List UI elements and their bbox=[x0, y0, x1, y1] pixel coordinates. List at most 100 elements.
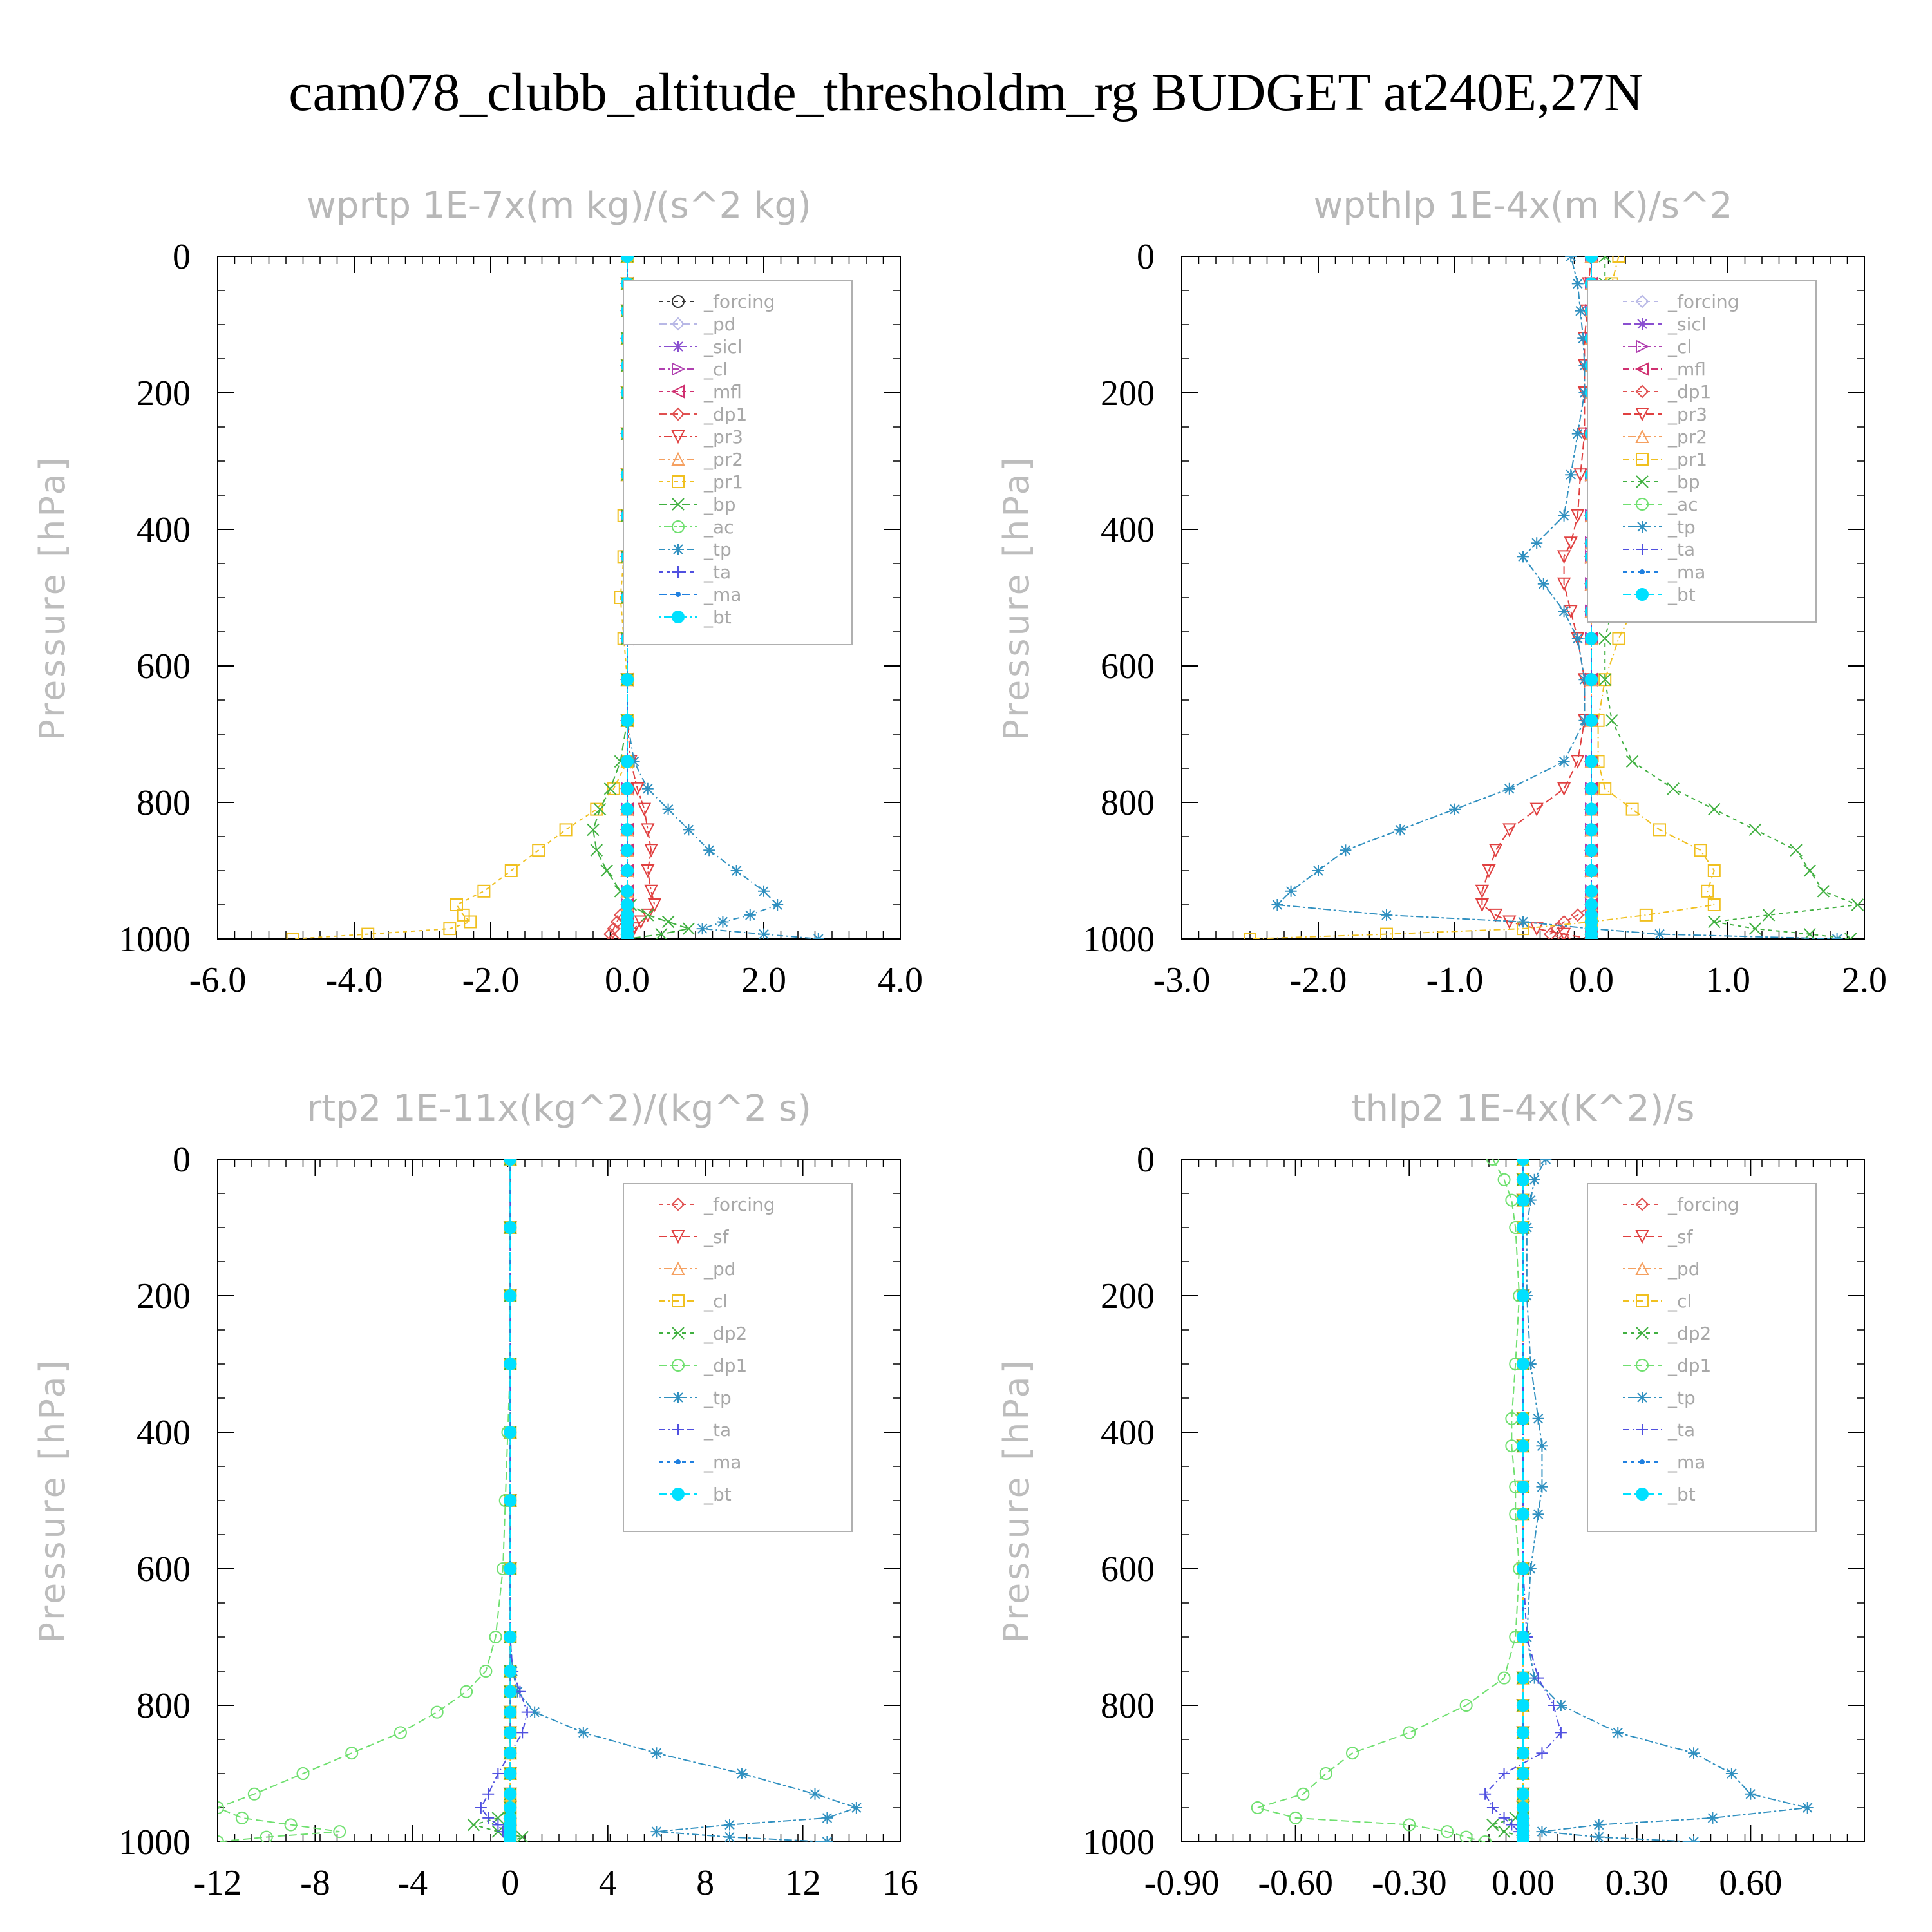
series-point-pr3 bbox=[644, 844, 658, 858]
legend-marker bbox=[1636, 453, 1649, 466]
series-point-dp1 bbox=[607, 922, 621, 936]
series-point-dp1 bbox=[1459, 1830, 1473, 1842]
series-point-ta bbox=[475, 1802, 487, 1814]
series-point-bt bbox=[1585, 755, 1598, 768]
legend: _forcing_pd_sicl_cl_mfl_dp1_pr3_pr2_pr1_… bbox=[623, 280, 853, 645]
x-tick-label: -2.0 bbox=[1290, 960, 1347, 1000]
legend-label: _mfl bbox=[703, 381, 742, 402]
series-point-bt bbox=[621, 864, 634, 877]
legend-marker bbox=[1636, 339, 1650, 354]
legend-label: _pr2 bbox=[703, 449, 743, 470]
series-point-bt bbox=[1585, 782, 1598, 795]
series-point-bt bbox=[1585, 673, 1598, 687]
y-tick-label: 1000 bbox=[1083, 1823, 1155, 1862]
legend-marker bbox=[1635, 1230, 1649, 1244]
series-point-bp bbox=[593, 802, 607, 816]
series-point-tp bbox=[1725, 1768, 1738, 1779]
legend-marker bbox=[1636, 1294, 1649, 1307]
series-point-bt bbox=[504, 1159, 517, 1166]
series-point-bp bbox=[603, 782, 617, 795]
panel-title: wprtp 1E-7x(m kg)/(s^2 kg) bbox=[307, 185, 811, 227]
legend-label: _bt bbox=[703, 607, 732, 628]
series-point-bt bbox=[504, 1631, 517, 1643]
series-point-bt bbox=[1517, 1159, 1530, 1166]
series-point-pr1 bbox=[1612, 256, 1625, 263]
y-tick-label: 0 bbox=[173, 1140, 191, 1180]
series-point-bt bbox=[504, 1665, 517, 1678]
series-point-tp bbox=[1532, 1412, 1544, 1425]
series-point-tp bbox=[1578, 714, 1591, 726]
series-point-dp1 bbox=[1557, 915, 1571, 929]
legend-marker bbox=[1640, 569, 1645, 574]
legend-label: _bp bbox=[1667, 471, 1700, 493]
y-tick-label: 600 bbox=[137, 647, 191, 687]
x-tick-label: -2.0 bbox=[462, 960, 520, 1000]
series-point-tp bbox=[1565, 469, 1577, 481]
legend-label: _cl bbox=[703, 359, 728, 380]
series-point-bt bbox=[1585, 884, 1598, 898]
series-point-dp1 bbox=[607, 932, 621, 939]
legend-label: _ma bbox=[1667, 562, 1705, 583]
series-point-tp bbox=[650, 1747, 663, 1759]
series-point-tp bbox=[821, 1836, 833, 1842]
legend-label: _sf bbox=[703, 1226, 730, 1247]
series-point-bp bbox=[1844, 933, 1857, 939]
legend-label: _pr3 bbox=[1667, 404, 1707, 425]
x-tick-label: 1.0 bbox=[1705, 960, 1750, 1000]
series-point-dp1 bbox=[479, 1665, 493, 1678]
series-point-dp1 bbox=[1319, 1767, 1332, 1780]
x-tick-label: -8 bbox=[300, 1863, 330, 1903]
series-point-tp bbox=[1285, 885, 1297, 897]
series-layer bbox=[218, 1159, 862, 1842]
y-axis-label: Pressure [hPa] bbox=[32, 455, 73, 740]
legend-marker bbox=[1636, 521, 1648, 533]
legend-box bbox=[623, 280, 853, 645]
series-point-pr1 bbox=[559, 823, 573, 837]
legend-label: _ta bbox=[703, 562, 731, 583]
x-tick-label: -3.0 bbox=[1153, 960, 1211, 1000]
legend-label: _bt bbox=[1667, 1484, 1696, 1505]
series-point-tp bbox=[1571, 428, 1584, 440]
series-point-tp bbox=[1312, 865, 1324, 876]
series-point-bt bbox=[1517, 1358, 1530, 1370]
series-point-pr3 bbox=[1530, 922, 1544, 936]
legend-label: _tp bbox=[1667, 1387, 1696, 1408]
legend-marker bbox=[1635, 1261, 1649, 1275]
legend-marker bbox=[1635, 408, 1649, 422]
series-point-bt bbox=[621, 884, 634, 898]
series-point-pr1 bbox=[1653, 823, 1666, 837]
series-point-bt bbox=[1517, 1193, 1530, 1207]
series-point-tp bbox=[1612, 1727, 1624, 1739]
series-point-tp bbox=[1537, 578, 1549, 590]
y-tick-label: 200 bbox=[1101, 374, 1155, 413]
series-point-tp bbox=[1558, 509, 1570, 522]
series-point-tp bbox=[1271, 899, 1283, 911]
legend-label: _cl bbox=[703, 1291, 728, 1312]
series-point-pr3 bbox=[637, 802, 652, 817]
x-tick-label: -6.0 bbox=[189, 960, 247, 1000]
series-point-pr3 bbox=[1571, 755, 1585, 769]
series-point-bt bbox=[1517, 1562, 1530, 1575]
series-point-tp bbox=[758, 885, 770, 897]
series-point-dp1 bbox=[235, 1811, 249, 1824]
legend-label: _ma bbox=[1667, 1452, 1705, 1473]
legend-marker bbox=[672, 544, 684, 555]
series-point-bp bbox=[1790, 844, 1803, 857]
series-point-bp bbox=[1803, 864, 1816, 877]
y-tick-label: 600 bbox=[1101, 647, 1155, 687]
series-point-tp bbox=[1578, 387, 1591, 399]
series-point-bt bbox=[1585, 714, 1598, 727]
x-tick-label: 4.0 bbox=[878, 960, 923, 1000]
series-point-bt bbox=[504, 1562, 517, 1575]
panel-rtp2: rtp2 1E-11x(kg^2)/(kg^2 s) Pressure [hPa]… bbox=[32, 1088, 918, 1903]
legend-marker bbox=[671, 1261, 685, 1275]
legend-label: _ac bbox=[703, 516, 734, 538]
series-point-bt bbox=[1517, 1221, 1530, 1234]
legend-label: _dp1 bbox=[703, 404, 747, 425]
legend-label: _pr3 bbox=[703, 426, 743, 448]
series-point-bp bbox=[1817, 885, 1830, 898]
series-point-dp1 bbox=[1296, 1787, 1310, 1801]
series-point-bt bbox=[504, 1289, 517, 1302]
y-tick-label: 400 bbox=[1101, 1413, 1155, 1453]
series-point-tp bbox=[1593, 1831, 1605, 1842]
